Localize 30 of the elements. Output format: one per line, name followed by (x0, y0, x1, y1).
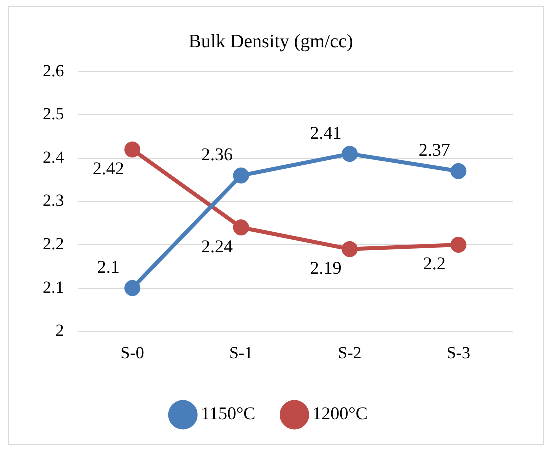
point (342, 146, 358, 162)
y-tick-label: 2.2 (43, 234, 64, 254)
data-label: 2.19 (310, 258, 342, 278)
x-tick-label: S-3 (446, 343, 470, 362)
y-tick-label: 2.1 (43, 278, 64, 297)
y-tick-label: 2.5 (43, 104, 64, 124)
data-label: 2.24 (202, 236, 234, 256)
y-tick-label: 2.4 (43, 148, 65, 167)
point (233, 168, 250, 184)
data-label: 2.36 (202, 144, 234, 164)
x-tick-label: S-1 (229, 343, 254, 362)
x-tick-label: S-0 (120, 343, 144, 362)
data-label: 2.1 (97, 257, 120, 278)
x-tick-label: S-2 (338, 343, 362, 362)
point (124, 142, 141, 158)
point (124, 280, 141, 296)
point (233, 220, 250, 236)
point (342, 241, 358, 258)
y-tick-label: 2.3 (43, 191, 64, 210)
y-tick-label: 2 (56, 321, 64, 340)
data-label: 2.42 (92, 158, 124, 178)
legend-label: 1150°C (201, 404, 256, 424)
chart-title: Bulk Density (gm/cc) (188, 31, 354, 52)
data-label: 2.41 (310, 122, 342, 143)
data-label: 2.37 (418, 140, 450, 160)
point (450, 237, 467, 253)
legend-label: 1200°C (312, 404, 368, 424)
data-label: 2.2 (423, 254, 446, 274)
y-tick-label: 2.6 (43, 61, 64, 80)
point (450, 163, 467, 180)
